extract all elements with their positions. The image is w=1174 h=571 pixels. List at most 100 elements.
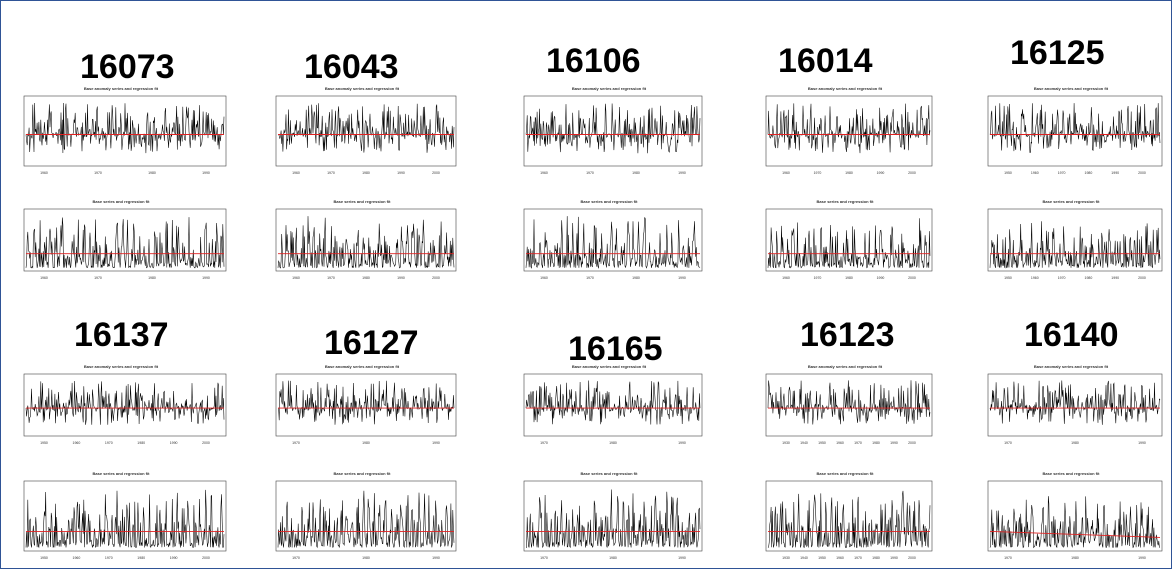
plot-frame	[275, 480, 457, 552]
base-plot: Base series and regression fit 1960 1970 19…	[10, 199, 232, 285]
x-tick-label: 1960	[836, 556, 844, 560]
anomaly-plot: Base anomaly series and regression fit 19…	[10, 86, 232, 180]
x-tick-label: 1970	[94, 276, 102, 280]
x-tick-label: 1980	[845, 276, 853, 280]
x-tick-label: 1990	[877, 171, 885, 175]
x-tick-label: 1980	[872, 556, 880, 560]
plot-svg: 1960 1970 1980 1990	[23, 95, 227, 175]
series-line	[989, 496, 1161, 549]
plot-title: Base anomaly series and regression fit	[83, 364, 159, 369]
x-tick-label: 1980	[137, 441, 145, 445]
series-line	[277, 216, 455, 269]
x-tick-label: 1990	[432, 556, 440, 560]
series-line	[525, 103, 701, 154]
x-tick-label: 1960	[292, 171, 300, 175]
series-line	[525, 216, 701, 269]
x-tick-label: 2000	[1138, 171, 1146, 175]
plot-svg: 1970 1980 1990	[275, 480, 457, 560]
plot-frame	[23, 95, 227, 167]
plot-title: Base anomaly series and regression fit	[807, 86, 883, 91]
x-tick-label: 1960	[1031, 276, 1039, 280]
x-tick-label: 1960	[40, 171, 48, 175]
x-tick-label: 1990	[1111, 276, 1119, 280]
x-tick-label: 1970	[105, 441, 113, 445]
x-tick-label: 1970	[105, 556, 113, 560]
plot-svg: 1960 1970 1980 1990 2000	[275, 208, 457, 280]
x-tick-label: 1970	[1058, 171, 1066, 175]
x-tick-label: 1950	[40, 556, 48, 560]
base-plot: Base series and regression fit 1960 1970 19…	[752, 199, 938, 285]
x-tick-label: 1990	[397, 171, 405, 175]
plot-title: Base anomaly series and regression fit	[1033, 86, 1109, 91]
x-tick-label: 1970	[586, 171, 594, 175]
x-tick-label: 1990	[877, 276, 885, 280]
station-id-label: 16125	[1010, 34, 1105, 72]
station-id-label: 16014	[778, 42, 873, 80]
x-tick-label: 1970	[1004, 441, 1012, 445]
x-tick-label: 1970	[1004, 556, 1012, 560]
plot-frame	[275, 95, 457, 167]
x-tick-label: 1990	[678, 171, 686, 175]
x-tick-label: 1970	[814, 276, 822, 280]
series-line	[278, 103, 455, 153]
base-plot: Base series and regression fit 1970 1980 19…	[510, 471, 708, 565]
plot-title: Base anomaly series and regression fit	[807, 364, 883, 369]
x-tick-label: 1950	[40, 441, 48, 445]
plot-svg: 1930 1940 1950 1960 1970 1980 1990 2000	[765, 480, 933, 560]
x-tick-label: 2000	[1138, 276, 1146, 280]
x-tick-label: 1990	[1138, 441, 1146, 445]
x-tick-label: 1990	[678, 276, 686, 280]
plot-frame	[23, 480, 227, 552]
plot-frame	[523, 208, 703, 272]
plot-title: Base series and regression fit	[1042, 471, 1100, 476]
x-tick-label: 1990	[890, 441, 898, 445]
x-tick-label: 1960	[540, 171, 548, 175]
plot-svg: 1950 1960 1970 1980 1990 2000	[987, 208, 1163, 280]
station-id-label: 16106	[546, 42, 641, 80]
x-tick-label: 1980	[362, 276, 370, 280]
plot-frame	[987, 373, 1163, 437]
plot-svg: 1950 1960 1970 1980 1990 2000	[23, 373, 227, 445]
station-id-label: 16137	[74, 316, 169, 354]
x-tick-label: 1980	[362, 441, 370, 445]
plot-frame	[765, 480, 933, 552]
x-tick-label: 1970	[854, 556, 862, 560]
x-tick-label: 1990	[1111, 171, 1119, 175]
plot-title: Base anomaly series and regression fit	[83, 86, 159, 91]
plot-title: Base series and regression fit	[92, 471, 150, 476]
plot-frame	[987, 208, 1163, 272]
plot-frame	[275, 208, 457, 272]
anomaly-plot: Base anomaly series and regression fit 19…	[752, 364, 938, 450]
plot-title: Base series and regression fit	[92, 199, 150, 204]
base-plot: Base series and regression fit 1950 1960 19…	[10, 471, 232, 565]
x-tick-label: 1940	[800, 556, 808, 560]
plot-svg: 1960 1970 1980 1990	[23, 208, 227, 280]
x-tick-label: 1970	[814, 171, 822, 175]
x-tick-label: 1980	[632, 171, 640, 175]
plot-svg: 1960 1970 1980 1990 2000	[275, 95, 457, 175]
x-tick-label: 1980	[148, 171, 156, 175]
x-tick-label: 1980	[1071, 556, 1079, 560]
anomaly-plot: Base anomaly series and regression fit 19…	[510, 364, 708, 450]
x-tick-label: 1980	[845, 171, 853, 175]
base-plot: Base series and regression fit 1950 1960 19…	[974, 199, 1168, 285]
base-plot: Base series and regression fit 1970 1980 19…	[974, 471, 1168, 565]
plot-svg: 1930 1940 1950 1960 1970 1980 1990 2000	[765, 373, 933, 445]
x-tick-label: 1970	[1058, 276, 1066, 280]
x-tick-label: 1990	[432, 441, 440, 445]
x-tick-label: 1960	[836, 441, 844, 445]
x-tick-label: 1990	[170, 556, 178, 560]
series-line	[525, 380, 701, 425]
x-tick-label: 1960	[73, 441, 81, 445]
x-tick-label: 2000	[202, 441, 210, 445]
x-tick-label: 1960	[782, 171, 790, 175]
x-tick-label: 1990	[202, 171, 210, 175]
series-line	[526, 489, 701, 549]
x-tick-label: 1980	[872, 441, 880, 445]
plot-frame	[275, 373, 457, 437]
x-tick-label: 1960	[73, 556, 81, 560]
x-tick-label: 1980	[1085, 276, 1093, 280]
plot-title: Base anomaly series and regression fit	[324, 86, 400, 91]
station-id-label: 16043	[304, 48, 399, 86]
